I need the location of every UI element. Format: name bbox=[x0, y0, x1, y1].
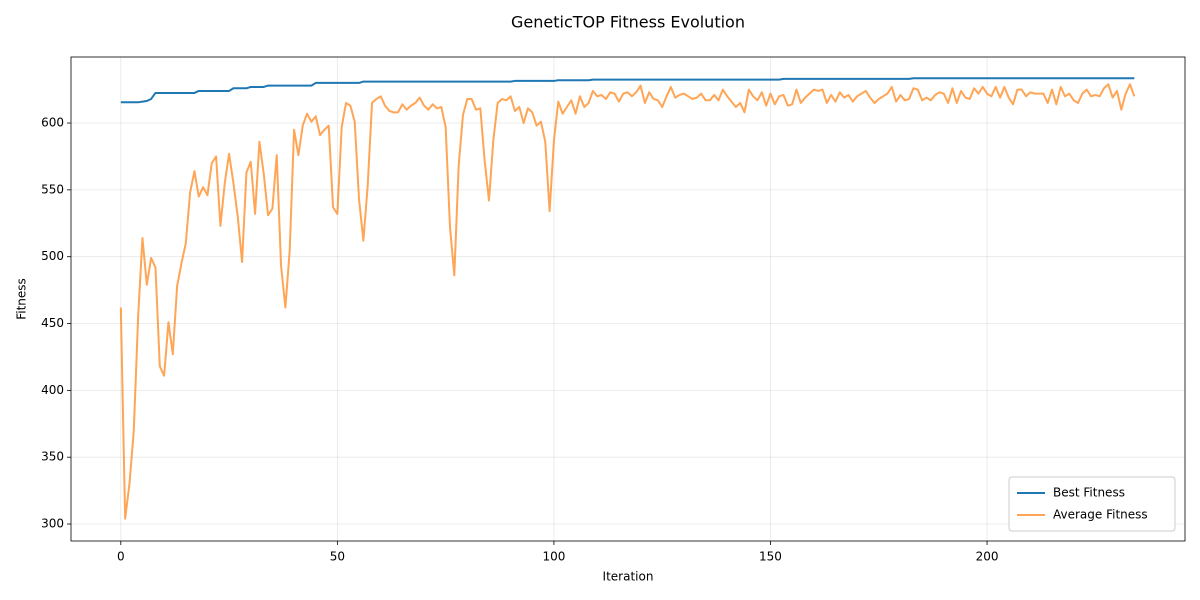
chart-title: GeneticTOP Fitness Evolution bbox=[511, 13, 745, 32]
legend-label: Average Fitness bbox=[1053, 508, 1148, 522]
y-tick-label: 300 bbox=[41, 517, 64, 531]
x-tick-label: 100 bbox=[542, 550, 565, 564]
y-tick-label: 350 bbox=[41, 450, 64, 464]
y-tick-label: 600 bbox=[41, 116, 64, 130]
y-tick-label: 500 bbox=[41, 249, 64, 263]
x-tick-label: 150 bbox=[759, 550, 782, 564]
series-line bbox=[119, 83, 1136, 520]
legend-box bbox=[1008, 476, 1176, 532]
plot-frame bbox=[70, 56, 1186, 542]
legend-label: Best Fitness bbox=[1053, 486, 1125, 500]
legend: Best Fitness Average Fitness bbox=[1008, 476, 1176, 532]
x-tick-label: 0 bbox=[117, 550, 125, 564]
y-tick-label: 400 bbox=[41, 383, 64, 397]
y-tick-label: 450 bbox=[41, 316, 64, 330]
y-axis-label: Fitness bbox=[15, 278, 29, 320]
y-tick-label: 550 bbox=[41, 182, 64, 196]
x-tick-label: 50 bbox=[330, 550, 345, 564]
x-tick-label: 200 bbox=[976, 550, 999, 564]
series-line bbox=[120, 77, 1135, 104]
x-axis-label: Iteration bbox=[603, 570, 654, 584]
